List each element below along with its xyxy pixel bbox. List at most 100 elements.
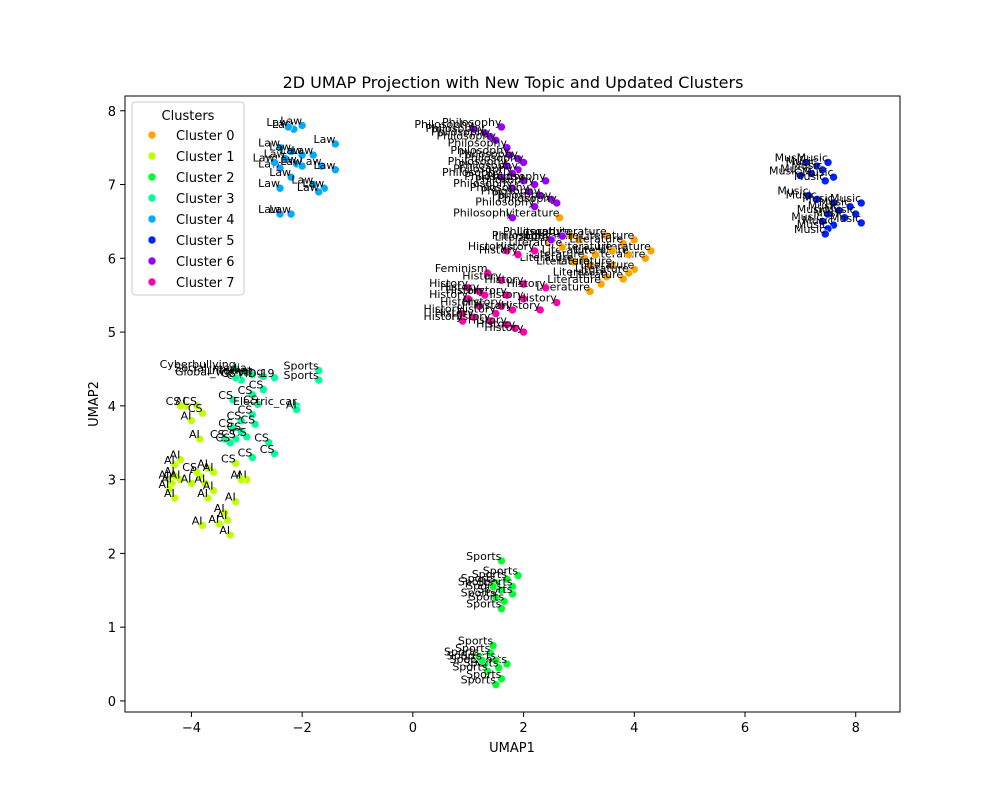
data-point: [176, 475, 185, 484]
point-label: AI: [197, 487, 208, 500]
x-tick-label: 8: [852, 721, 860, 736]
point-label: AI: [203, 461, 214, 474]
data-point: [292, 405, 301, 414]
y-tick-label: 5: [108, 326, 116, 341]
point-label: Philosophy: [481, 185, 541, 198]
point-label: Philosophy: [475, 174, 535, 187]
data-point: [513, 250, 523, 259]
point-label: CS: [182, 395, 197, 408]
point-label: Feminism: [435, 262, 488, 275]
point-label: Law: [280, 155, 302, 168]
x-tick-label: 2: [519, 721, 527, 736]
data-point: [574, 235, 584, 245]
data-point: [812, 194, 822, 204]
point-label: Philosophy: [448, 137, 508, 150]
point-label: CS: [221, 452, 236, 465]
data-point: [225, 530, 235, 540]
point-label: CS: [216, 432, 231, 445]
data-point: [494, 663, 503, 673]
data-point: [203, 493, 213, 503]
data-point: [546, 235, 556, 245]
data-point: [519, 294, 528, 304]
data-point: [209, 486, 218, 495]
data-point: [607, 261, 617, 270]
point-label: Sports: [466, 598, 502, 611]
point-label: AI: [170, 449, 181, 462]
data-point: [286, 172, 296, 182]
data-point: [463, 283, 473, 293]
point-label: Literature: [536, 255, 590, 268]
point-label: AI: [189, 428, 200, 441]
data-point: [275, 163, 285, 173]
legend-marker: [147, 151, 157, 161]
y-tick-label: 7: [108, 179, 116, 194]
legend-marker: [147, 193, 157, 203]
point-label: Literature: [569, 268, 623, 281]
point-label: Music: [791, 159, 822, 172]
data-point: [591, 250, 600, 259]
point-label: History: [451, 310, 491, 323]
data-point: [317, 161, 326, 171]
data-point: [602, 272, 611, 282]
data-point: [541, 176, 551, 186]
point-label: Philosophy: [492, 188, 552, 201]
data-point: [491, 656, 501, 665]
point-label: AI: [164, 465, 175, 478]
point-label: Philosophy: [453, 207, 513, 220]
point-label: History: [429, 288, 469, 301]
y-tick-label: 8: [108, 105, 116, 120]
point-label: Philosophy: [492, 229, 552, 242]
legend-marker: [147, 277, 157, 287]
legend-marker: [147, 235, 157, 245]
data-point: [566, 231, 575, 241]
point-label: Sports: [455, 642, 491, 655]
data-point: [275, 209, 285, 219]
points-layer: LiteratureLiteratureLiteratureLiterature…: [159, 115, 866, 690]
point-label: AI: [161, 472, 172, 485]
data-point: [231, 364, 241, 374]
data-point: [195, 434, 205, 444]
data-point: [286, 147, 296, 156]
point-label: Sports: [472, 568, 508, 581]
point-label: Philosophy: [437, 129, 497, 142]
data-point: [170, 493, 180, 503]
point-label: Sports: [466, 668, 502, 681]
data-point: [856, 218, 866, 228]
point-label: Law: [291, 144, 313, 157]
data-point: [535, 191, 545, 200]
data-point: [308, 180, 318, 189]
point-label: Philosophy: [464, 151, 524, 164]
data-point: [242, 432, 252, 442]
x-tick-label: 4: [630, 721, 638, 736]
point-label: Literature: [553, 266, 607, 279]
point-label: AI: [219, 524, 230, 537]
data-point: [474, 301, 484, 311]
point-label: Law: [313, 133, 335, 146]
data-point: [331, 139, 340, 149]
point-label: Literature: [506, 207, 560, 220]
data-point: [259, 372, 268, 381]
point-label: AI: [197, 458, 208, 471]
point-label: AI: [175, 395, 186, 408]
data-point: [297, 161, 307, 171]
data-point: [491, 593, 501, 602]
data-point: [275, 143, 285, 152]
point-label: History: [518, 292, 558, 305]
point-label: History: [468, 284, 508, 297]
point-label: History: [424, 310, 464, 323]
point-label: Philosophy: [503, 225, 563, 238]
data-point: [508, 213, 517, 223]
point-label: CS: [260, 443, 275, 456]
point-label: AI: [192, 514, 203, 527]
point-label: CS: [227, 421, 242, 434]
point-label: Law: [280, 144, 302, 157]
point-label: AI: [230, 469, 241, 482]
data-point: [530, 202, 539, 211]
point-label: Literature: [569, 233, 623, 246]
data-point: [314, 187, 324, 197]
point-label: Sports: [458, 576, 494, 589]
data-point: [236, 416, 246, 425]
point-label: Cyberbullying: [160, 358, 236, 371]
point-label: Sports: [483, 565, 519, 578]
point-label: Philosophy: [497, 192, 557, 205]
